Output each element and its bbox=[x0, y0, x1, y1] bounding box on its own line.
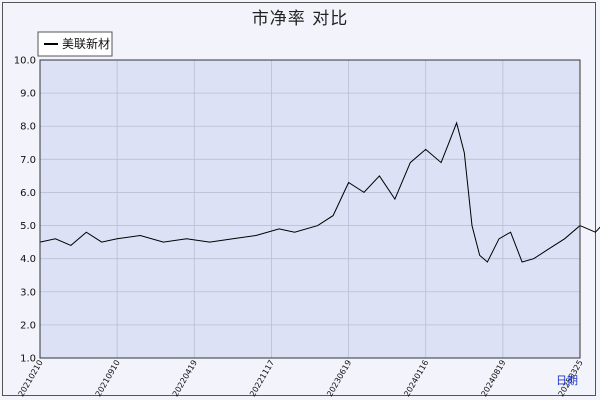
x-tick-label: 20240819 bbox=[479, 359, 507, 399]
legend-label: 美联新材 bbox=[62, 36, 110, 51]
x-axis-label: 日期 bbox=[556, 374, 578, 387]
plot-area bbox=[40, 60, 580, 358]
y-tick-label: 4.0 bbox=[20, 254, 36, 265]
x-tick-label: 20240116 bbox=[402, 359, 430, 399]
y-tick-label: 10.0 bbox=[14, 56, 36, 67]
chart-frame bbox=[2, 2, 596, 396]
y-tick-label: 8.0 bbox=[20, 122, 36, 133]
y-tick-label: 2.0 bbox=[20, 320, 36, 331]
plot-border bbox=[39, 59, 581, 359]
x-tick-label: 20220419 bbox=[171, 359, 199, 399]
y-tick-label: 1.0 bbox=[20, 354, 36, 365]
x-tick-label: 20221117 bbox=[248, 359, 276, 399]
series-line bbox=[39, 121, 600, 263]
y-tick-label: 5.0 bbox=[20, 221, 36, 232]
y-axis-ticks: 1.0 2.0 3.0 4.0 5.0 6.0 7.0 8.0 9.0 10.0 bbox=[14, 56, 36, 365]
x-axis-ticks: 20210210 20210910 20220419 20221117 20230619… bbox=[17, 359, 585, 399]
x-tick-label: 20210910 bbox=[94, 359, 122, 399]
y-tick-label: 6.0 bbox=[20, 188, 36, 199]
y-tick-label: 9.0 bbox=[20, 89, 36, 100]
chart-title: 市净率 对比 bbox=[251, 9, 349, 29]
x-tick-label: 20230619 bbox=[325, 359, 353, 399]
y-tick-label: 3.0 bbox=[20, 287, 36, 298]
legend: 美联新材 bbox=[37, 31, 113, 57]
y-tick-label: 7.0 bbox=[20, 155, 36, 166]
